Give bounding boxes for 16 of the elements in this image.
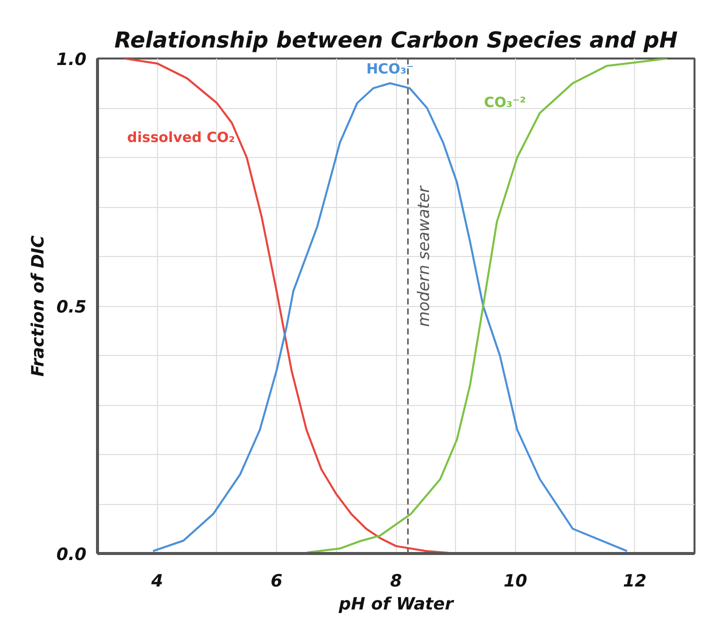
chart-title: Relationship between Carbon Species and pH xyxy=(114,28,678,54)
x-tick-label: 4 xyxy=(150,572,164,592)
series-label: dissolved CO₂ xyxy=(127,130,235,146)
x-tick-label: 6 xyxy=(270,572,283,592)
y-tick-label: 1.0 xyxy=(56,50,87,70)
y-tick-label: 0.0 xyxy=(56,545,87,565)
series-label: HCO₃⁻ xyxy=(366,61,414,78)
y-axis-title: Fraction of DIC xyxy=(28,234,48,377)
y-tick-label: 0.5 xyxy=(56,298,87,318)
line-series xyxy=(306,58,668,554)
x-tick-label: 12 xyxy=(622,572,647,592)
series-label: CO₃⁻² xyxy=(484,94,526,111)
ref-line-label: modern seawater xyxy=(414,184,433,327)
x-tick-label: 10 xyxy=(504,572,528,592)
x-axis-title: pH of Water xyxy=(338,594,455,614)
x-tick-label: 8 xyxy=(390,572,402,592)
